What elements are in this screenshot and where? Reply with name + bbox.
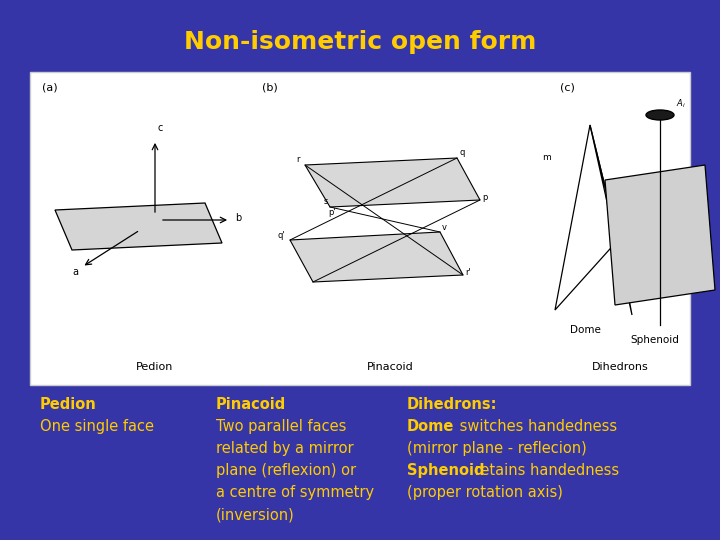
Text: Pinacoid: Pinacoid: [366, 362, 413, 372]
Text: m: m: [542, 153, 551, 162]
Text: Sphenoid: Sphenoid: [407, 463, 485, 478]
Text: Two parallel faces: Two parallel faces: [216, 419, 346, 434]
Text: Dome: Dome: [570, 325, 600, 335]
Text: switches handedness: switches handedness: [455, 419, 617, 434]
Polygon shape: [305, 158, 480, 207]
Text: b: b: [235, 213, 241, 223]
Text: retains handedness: retains handedness: [469, 463, 619, 478]
Polygon shape: [555, 125, 618, 310]
Text: s: s: [323, 197, 328, 206]
Ellipse shape: [646, 110, 674, 120]
Polygon shape: [605, 165, 715, 305]
Text: q: q: [460, 148, 465, 157]
Text: Pedion: Pedion: [40, 397, 96, 412]
Text: q': q': [277, 231, 285, 240]
Text: a centre of symmetry: a centre of symmetry: [216, 485, 374, 500]
Text: plane (reflexion) or: plane (reflexion) or: [216, 463, 356, 478]
Polygon shape: [55, 203, 222, 250]
Text: (a): (a): [42, 82, 58, 92]
Text: (inversion): (inversion): [216, 507, 294, 522]
FancyBboxPatch shape: [30, 72, 690, 385]
Text: Pedion: Pedion: [136, 362, 174, 372]
Text: (mirror plane - reflecion): (mirror plane - reflecion): [407, 441, 587, 456]
Text: Dihedrons: Dihedrons: [592, 362, 649, 372]
Text: p': p': [328, 208, 336, 217]
Text: Pinacoid: Pinacoid: [216, 397, 287, 412]
Text: r': r': [465, 268, 471, 277]
Text: Dihedrons:: Dihedrons:: [407, 397, 498, 412]
Polygon shape: [590, 125, 632, 315]
Text: Non-isometric open form: Non-isometric open form: [184, 30, 536, 54]
Text: Dome: Dome: [407, 419, 454, 434]
Text: p: p: [482, 193, 487, 202]
Text: $A_i$: $A_i$: [676, 98, 685, 111]
Text: related by a mirror: related by a mirror: [216, 441, 354, 456]
Text: r: r: [297, 155, 300, 164]
Text: a: a: [72, 267, 78, 277]
Text: c: c: [157, 123, 163, 133]
Text: v: v: [442, 223, 447, 232]
Text: (proper rotation axis): (proper rotation axis): [407, 485, 562, 500]
Text: Sphenoid: Sphenoid: [631, 335, 680, 345]
Polygon shape: [290, 232, 463, 282]
Text: One single face: One single face: [40, 419, 153, 434]
Text: (c): (c): [560, 82, 575, 92]
Text: (b): (b): [262, 82, 278, 92]
